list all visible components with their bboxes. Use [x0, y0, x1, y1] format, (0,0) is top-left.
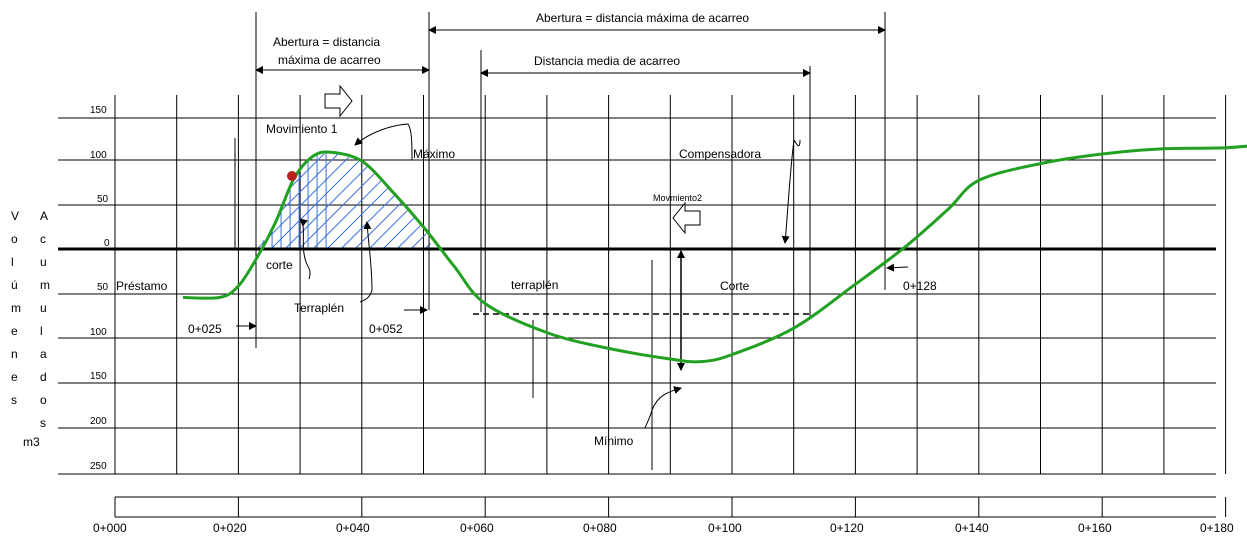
label-prestamo: Préstamo — [116, 279, 168, 293]
label-distancia-media: Distancia media de acarreo — [534, 54, 680, 68]
leader-compensadora — [781, 138, 801, 244]
x-tick-label: 0+140 — [955, 521, 989, 535]
y-axis-unit: m3 — [23, 435, 40, 449]
y-title-letter: m — [11, 301, 21, 315]
y-axis-labels: 150 100 50 0 50 100 150 200 250 — [90, 105, 110, 472]
x-tick-label: 0+000 — [93, 521, 127, 535]
label-station-052: 0+052 — [369, 322, 403, 336]
x-tick-label: 0+100 — [708, 521, 742, 535]
hatch-line-diagonal — [270, 152, 432, 249]
pointer-128 — [886, 263, 909, 272]
hatch-zone — [256, 89, 781, 249]
y-title-letter: n — [11, 347, 18, 361]
grid — [58, 95, 1227, 518]
y-title-letter: A — [40, 209, 48, 223]
hatch-line-diagonal — [256, 152, 390, 249]
hatch-line-diagonal — [368, 152, 433, 249]
label-movimiento1: Movimiento 1 — [266, 122, 338, 136]
hatch-line-diagonal — [593, 89, 753, 249]
mass-curve — [182, 144, 1247, 364]
label-corte-small: corte — [266, 258, 293, 272]
label-station-025: 0+025 — [188, 322, 222, 336]
marker-point — [287, 171, 297, 181]
y-tick-label: 50 — [97, 282, 109, 293]
y-tick-label: 50 — [97, 194, 109, 205]
y-title-letter: d — [40, 370, 47, 384]
y-title-letter: l — [11, 255, 14, 269]
x-tick-label: 0+020 — [213, 521, 247, 535]
y-title-letter: V — [11, 209, 19, 223]
left-arrow-icon — [672, 201, 701, 235]
y-tick-label: 150 — [90, 105, 107, 116]
x-tick-label: 0+180 — [1200, 521, 1234, 535]
x-tick-label: 0+120 — [830, 521, 864, 535]
y-axis-title-left: V o l ú m e n e s — [11, 209, 21, 407]
y-tick-label: 0 — [104, 238, 110, 249]
hatch-line-diagonal — [439, 89, 599, 249]
label-station-128: 0+128 — [903, 279, 937, 293]
x-tick-label: 0+080 — [583, 521, 617, 535]
y-title-letter: e — [11, 324, 18, 338]
label-movimiento2: Movmiento2 — [653, 193, 702, 203]
leader-terraplen — [359, 221, 373, 303]
leader-corte — [299, 218, 311, 280]
y-tick-label: 250 — [90, 461, 107, 472]
hatch-line-diagonal — [256, 152, 418, 249]
y-tick-label: 100 — [90, 327, 107, 338]
y-title-letter: l — [40, 324, 43, 338]
leader-minimo — [644, 386, 682, 429]
y-title-letter: m — [40, 278, 50, 292]
hatch-line-diagonal — [453, 89, 613, 249]
y-title-letter: e — [11, 370, 18, 384]
y-title-letter: o — [40, 393, 47, 407]
y-title-letter: a — [40, 347, 47, 361]
leader-movimiento1 — [354, 123, 413, 161]
x-tick-label: 0+060 — [460, 521, 494, 535]
hatch-line-diagonal — [495, 89, 655, 249]
x-tick-label: 0+040 — [336, 521, 370, 535]
label-corte: Corte — [720, 279, 750, 293]
hatch-line-diagonal — [382, 152, 433, 249]
x-axis-labels: 0+000 0+020 0+040 0+060 0+080 0+100 0+12… — [93, 521, 1234, 535]
y-title-letter: u — [40, 301, 47, 315]
hatch-line-diagonal — [579, 89, 739, 249]
hatch-line-diagonal — [284, 152, 433, 249]
y-tick-label: 100 — [90, 150, 107, 161]
right-arrow-icon — [324, 84, 353, 118]
hatch-line-diagonal — [621, 89, 781, 249]
y-tick-label: 200 — [90, 416, 107, 427]
label-abertura-top: Abertura = distancia máxima de acarreo — [536, 11, 749, 25]
y-title-letter: u — [40, 255, 47, 269]
hatch-line-diagonal — [354, 152, 433, 249]
hatch-line-diagonal — [565, 89, 725, 249]
y-title-letter: o — [11, 232, 18, 246]
x-tick-label: 0+160 — [1078, 521, 1112, 535]
label-minimo: Mínimo — [594, 434, 634, 448]
hatch-line-diagonal — [509, 89, 669, 249]
label-terraplen: terraplén — [511, 278, 558, 292]
hatch-line-diagonal — [537, 89, 697, 249]
label-abertura-small-2: máxima de acarreo — [278, 53, 381, 67]
y-title-letter: ú — [11, 278, 18, 292]
y-axis-title-right: A c u m u l a d o s — [40, 209, 50, 430]
label-terraplen-small: Terraplén — [294, 301, 344, 315]
y-title-letter: s — [11, 393, 17, 407]
y-title-letter: s — [40, 416, 46, 430]
y-title-letter: c — [40, 232, 46, 246]
label-compensadora: Compensadora — [679, 147, 761, 161]
hatch-line-diagonal — [481, 89, 641, 249]
hatch-line-diagonal — [424, 152, 433, 249]
label-maximo: Máximo — [413, 147, 455, 161]
label-abertura-small-1: Abertura = distancia — [273, 35, 380, 49]
y-tick-label: 150 — [90, 371, 107, 382]
